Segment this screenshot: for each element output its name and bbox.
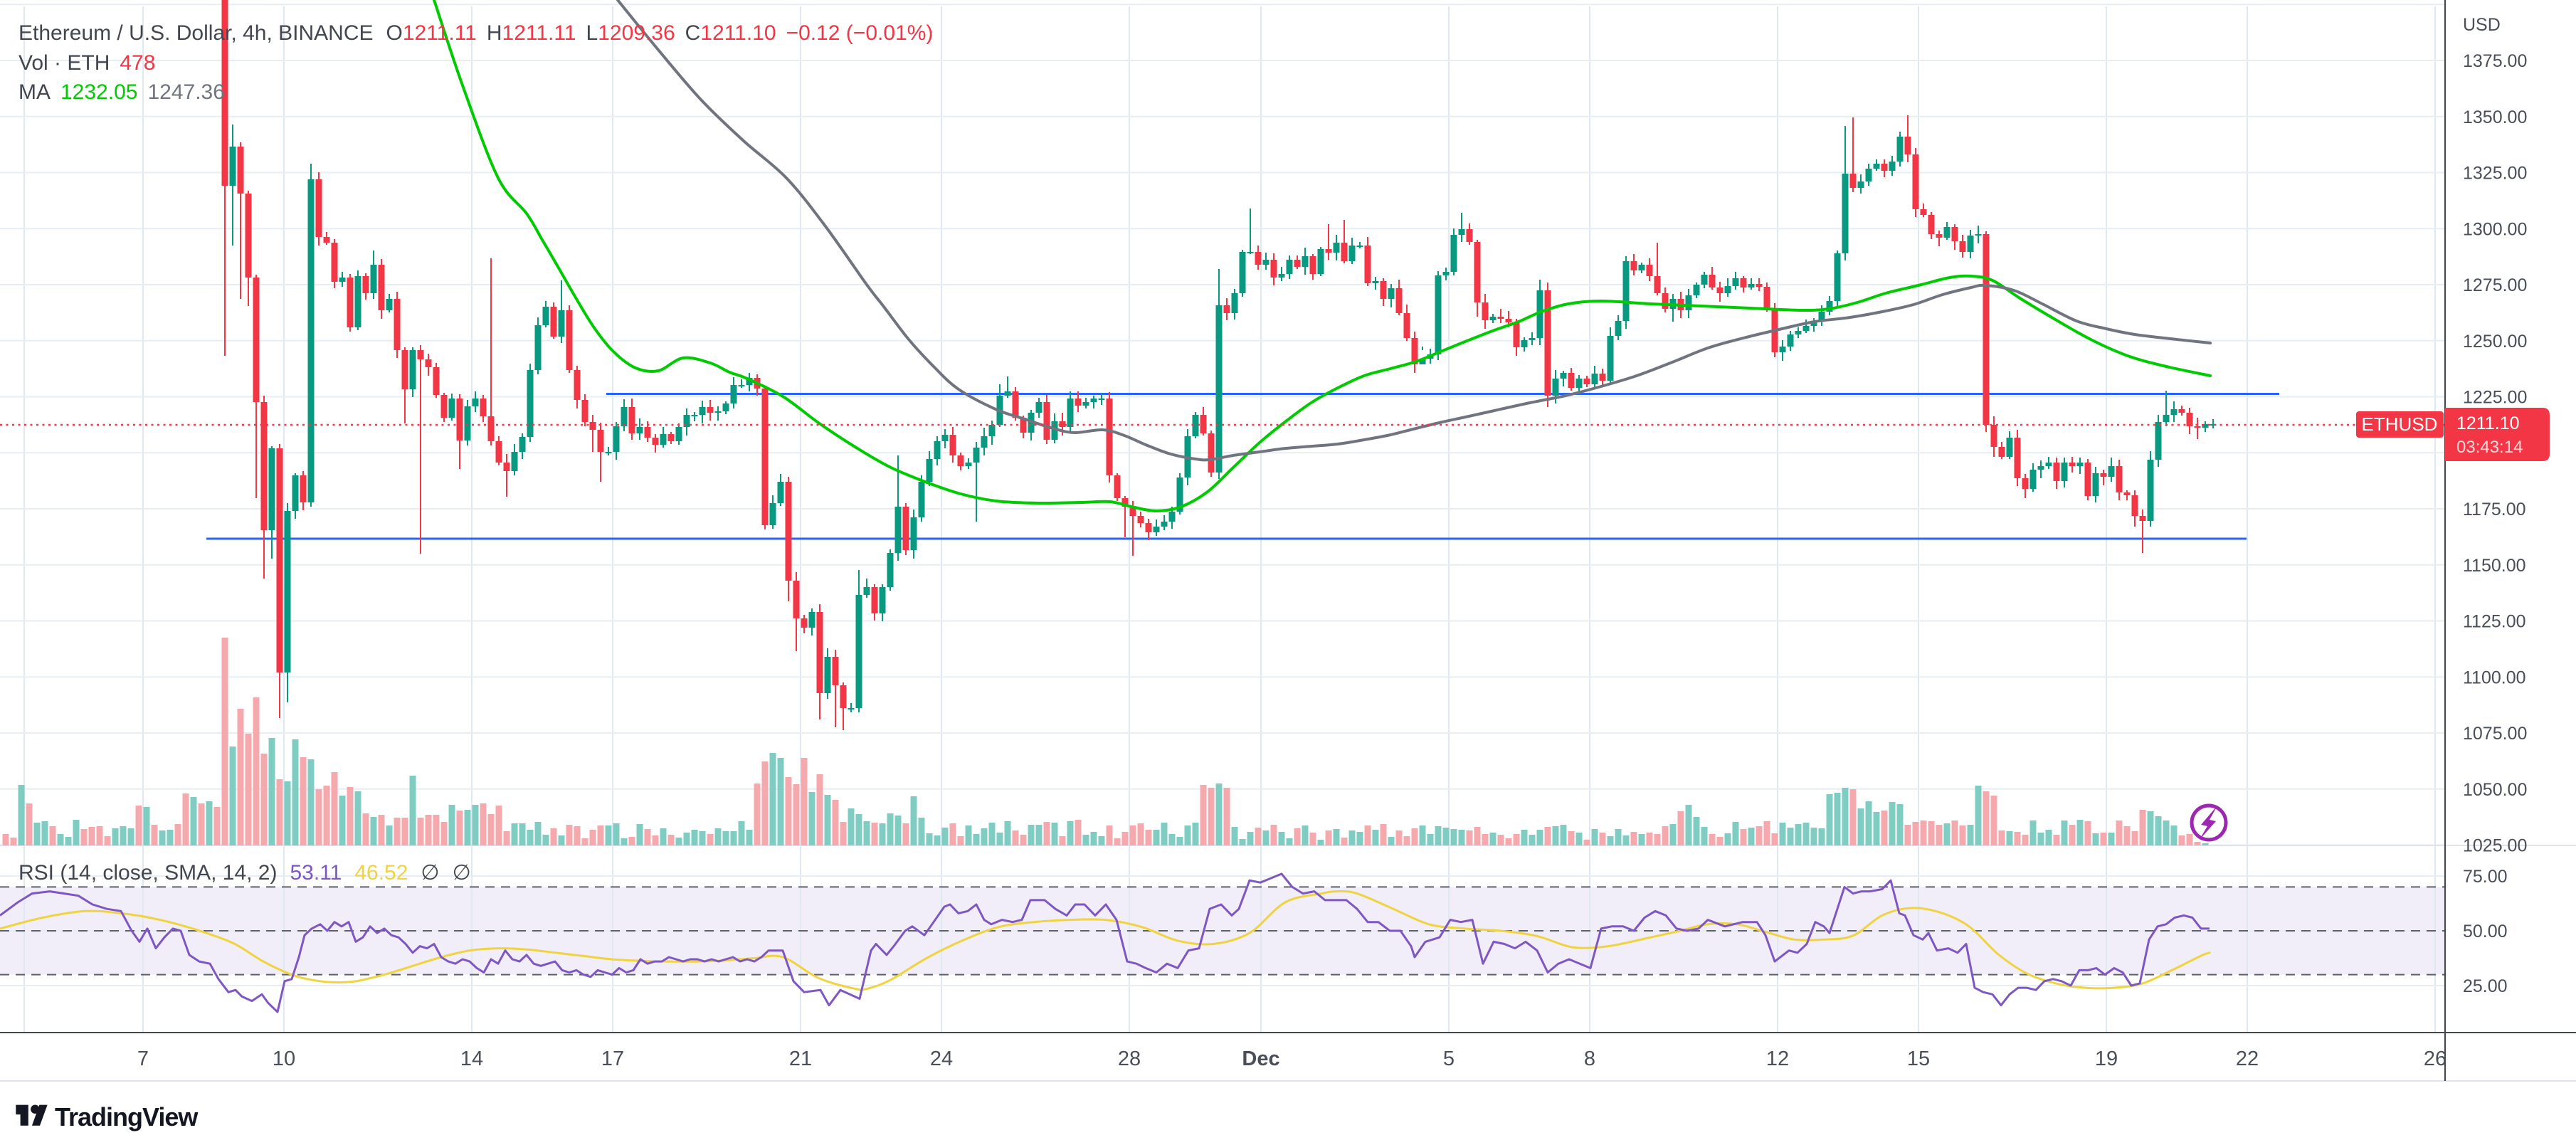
svg-text:1300.00: 1300.00 <box>2463 219 2527 239</box>
svg-text:26: 26 <box>2424 1048 2446 1070</box>
svg-text:1375.00: 1375.00 <box>2463 51 2527 71</box>
svg-text:24: 24 <box>930 1048 953 1070</box>
svg-text:1275.00: 1275.00 <box>2463 275 2527 295</box>
svg-text:50.00: 50.00 <box>2463 922 2508 941</box>
svg-text:Dec: Dec <box>1242 1048 1279 1070</box>
svg-text:1150.00: 1150.00 <box>2463 556 2526 576</box>
svg-text:TradingView: TradingView <box>55 1102 199 1131</box>
svg-text:28: 28 <box>1118 1048 1141 1070</box>
svg-text:1100.00: 1100.00 <box>2463 668 2526 687</box>
svg-text:1175.00: 1175.00 <box>2463 500 2526 519</box>
svg-text:14: 14 <box>460 1048 483 1070</box>
svg-text:15: 15 <box>1907 1048 1930 1070</box>
svg-text:RSI (14, close, SMA, 14, 2)53.: RSI (14, close, SMA, 14, 2) 53.11 46.52 ∅ ∅ <box>19 861 471 885</box>
svg-text:12: 12 <box>1766 1048 1789 1070</box>
svg-text:USD: USD <box>2463 15 2501 35</box>
svg-text:1250.00: 1250.00 <box>2463 332 2527 352</box>
svg-text:1350.00: 1350.00 <box>2463 107 2527 127</box>
svg-text:21: 21 <box>789 1048 812 1070</box>
svg-text:Ethereum / U.S. Dollar, 4h, BI: Ethereum / U.S. Dollar, 4h, BINANCE O1211… <box>19 21 933 45</box>
svg-text:1050.00: 1050.00 <box>2463 780 2527 800</box>
svg-text:5: 5 <box>1443 1048 1455 1070</box>
svg-text:19: 19 <box>2095 1048 2118 1070</box>
svg-text:75.00: 75.00 <box>2463 867 2508 887</box>
svg-text:1225.00: 1225.00 <box>2463 388 2527 408</box>
svg-text:17: 17 <box>601 1048 624 1070</box>
svg-text:1211.10: 1211.10 <box>2456 413 2520 433</box>
svg-text:ETHUSD: ETHUSD <box>2362 413 2438 435</box>
svg-text:1125.00: 1125.00 <box>2463 612 2526 632</box>
svg-text:03:43:14: 03:43:14 <box>2456 438 2523 457</box>
svg-text:22: 22 <box>2236 1048 2259 1070</box>
svg-text:1325.00: 1325.00 <box>2463 164 2527 184</box>
svg-text:10: 10 <box>273 1048 295 1070</box>
svg-text:8: 8 <box>1584 1048 1595 1070</box>
svg-text:1075.00: 1075.00 <box>2463 724 2527 744</box>
svg-text:1025.00: 1025.00 <box>2463 836 2527 856</box>
svg-text:25.00: 25.00 <box>2463 976 2508 996</box>
svg-text:7: 7 <box>137 1048 149 1070</box>
